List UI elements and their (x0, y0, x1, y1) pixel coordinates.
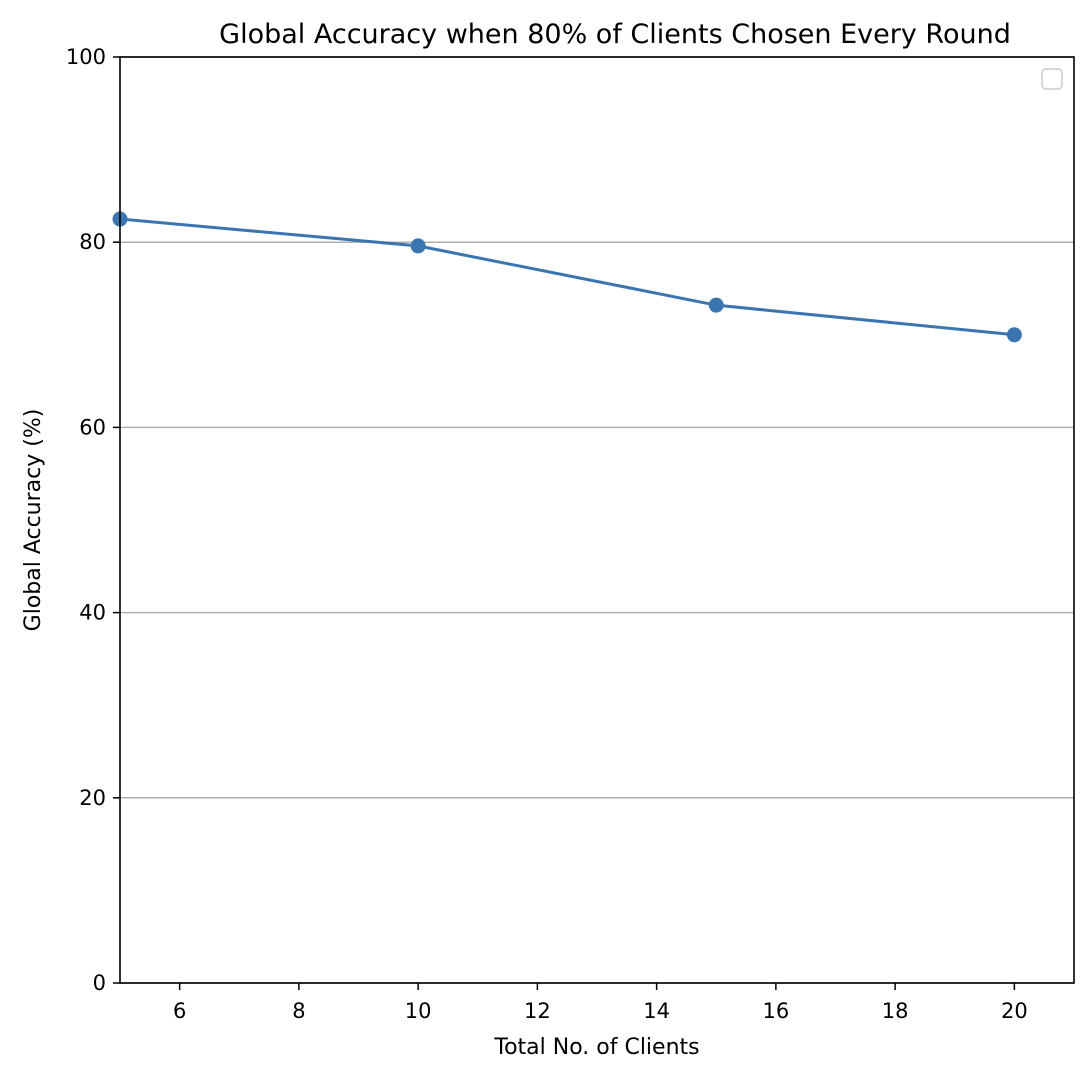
data-point (708, 297, 724, 313)
x-tick-label: 18 (882, 999, 909, 1023)
x-tick-label: 16 (763, 999, 790, 1023)
y-tick-label: 60 (79, 415, 106, 439)
y-tick-label: 0 (93, 971, 106, 995)
y-axis-label: Global Accuracy (%) (21, 409, 46, 632)
x-tick-label: 6 (173, 999, 186, 1023)
y-axis-ticks: 0 20 40 60 80 100 (66, 45, 120, 995)
plot-frame (119, 56, 1075, 984)
data-point (410, 238, 426, 254)
x-axis-label: Total No. of Clients (493, 1035, 699, 1060)
data-point (1006, 327, 1022, 343)
series-group (112, 211, 1022, 343)
x-tick-label: 8 (292, 999, 305, 1023)
y-tick-label: 100 (66, 45, 106, 69)
y-tick-label: 40 (79, 601, 106, 625)
x-axis-ticks: 6 8 10 12 14 16 18 20 (173, 983, 1028, 1023)
y-tick-label: 80 (79, 230, 106, 254)
y-tick-label: 20 (79, 786, 106, 810)
series-line-0 (119, 217, 1015, 337)
legend-box (1041, 68, 1063, 90)
chart-title: Global Accuracy when 80% of Clients Chos… (219, 19, 1011, 50)
x-tick-label: 14 (643, 999, 670, 1023)
x-tick-label: 10 (405, 999, 432, 1023)
x-tick-label: 20 (1001, 999, 1028, 1023)
x-tick-label: 12 (524, 999, 551, 1023)
